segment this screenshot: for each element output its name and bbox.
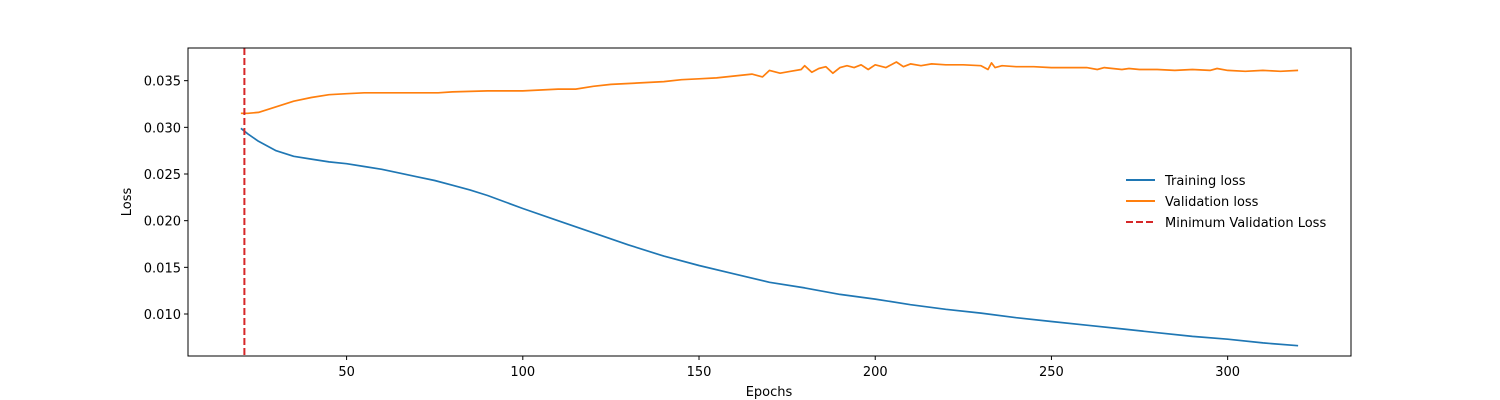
legend-label-minimum-validation-loss: Minimum Validation Loss	[1165, 216, 1326, 231]
x-tick-label: 300	[1215, 365, 1240, 380]
x-axis: 50 100 150 200 250 300	[338, 356, 1240, 380]
x-tick-label: 150	[687, 365, 712, 380]
x-tick-label: 250	[1039, 365, 1064, 380]
x-tick-label: 50	[338, 365, 355, 380]
validation-loss-series	[240, 61, 1299, 115]
y-tick-label: 0.010	[144, 308, 181, 323]
y-axis-label: Loss	[120, 188, 135, 217]
x-tick-label: 200	[863, 365, 888, 380]
y-tick-label: 0.025	[144, 168, 181, 183]
plot-frame	[187, 47, 1352, 357]
y-tick-label: 0.035	[144, 75, 181, 90]
training-loss-series	[240, 127, 1299, 347]
y-tick-label: 0.030	[144, 121, 181, 136]
x-axis-label: Epochs	[746, 385, 793, 400]
y-axis: 0.010 0.015 0.020 0.025 0.030 0.035	[144, 75, 188, 323]
y-tick-label: 0.020	[144, 215, 181, 230]
x-tick-label: 100	[510, 365, 535, 380]
legend-label-training-loss: Training loss	[1164, 174, 1246, 189]
legend: Training loss Validation loss Minimum Vali…	[1126, 174, 1326, 231]
y-tick-label: 0.015	[144, 261, 181, 276]
plot-lines	[240, 48, 1299, 356]
legend-label-validation-loss: Validation loss	[1165, 195, 1259, 210]
